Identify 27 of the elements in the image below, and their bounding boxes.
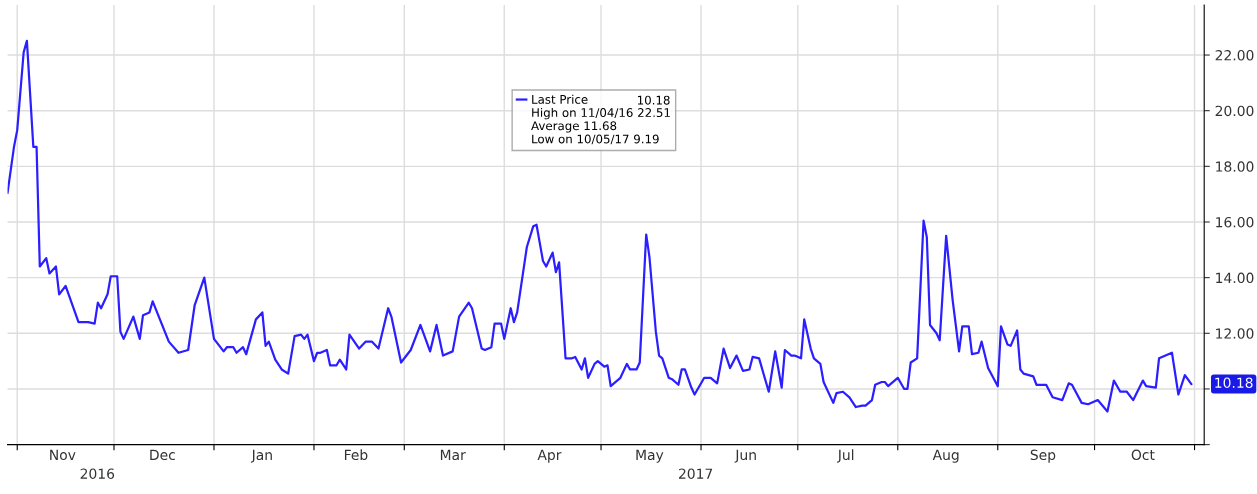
annotation: Average 11.68: [531, 121, 617, 133]
x-tick-label: Mar: [440, 449, 466, 461]
x-tick-label: Oct: [1131, 449, 1155, 461]
text: 2017: [678, 468, 713, 479]
annotation: High on 11/04/16 22.51: [532, 107, 670, 120]
x-tick-label: Nov: [50, 449, 76, 461]
x-tick-label: Feb: [344, 449, 368, 461]
x-tick-label: Jun: [734, 449, 756, 463]
text: 2016: [80, 468, 115, 479]
y-tick-label: 12.00: [1216, 328, 1254, 339]
x-tick-label: May: [636, 449, 664, 463]
x-tick-label: Dec: [150, 449, 175, 461]
annotation: 10.18: [637, 95, 670, 105]
annotation: Low on 10/05/17 9.19: [532, 134, 659, 145]
x-tick-label: Jul: [837, 449, 854, 463]
y-tick-label: 22.00: [1215, 50, 1254, 61]
x-tick-label: Apr: [537, 449, 562, 463]
legend-label: Last Price: [532, 94, 588, 104]
line-series: [7, 39, 1193, 413]
x-tick-label: Jan: [250, 449, 272, 463]
y-tick-label: 20.00: [1215, 105, 1254, 117]
y-tick-label: 14.00: [1216, 272, 1254, 284]
y-tick-label: 16.00: [1216, 216, 1254, 228]
x-tick-label: Aug: [932, 449, 959, 463]
y-tick-label: 18.00: [1216, 161, 1254, 172]
annotation: 10.18: [1215, 377, 1253, 388]
x-tick-label: Sep: [1030, 449, 1056, 463]
